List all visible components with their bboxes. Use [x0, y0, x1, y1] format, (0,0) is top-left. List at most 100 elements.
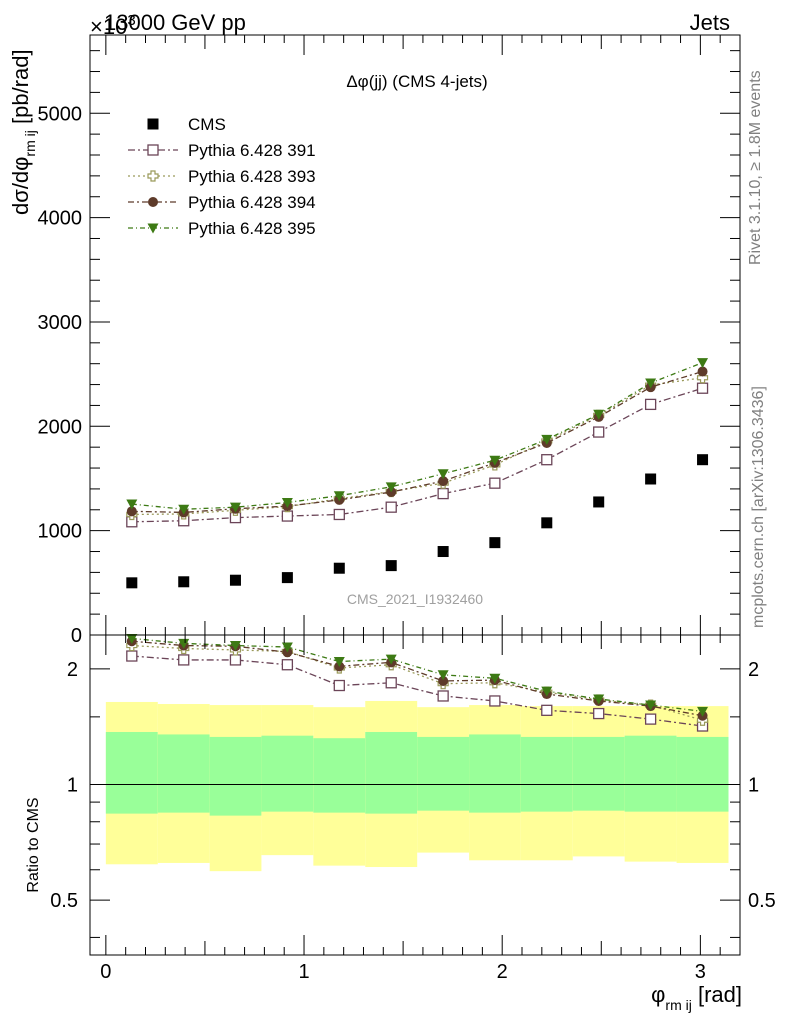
inner-band: [105, 731, 158, 814]
legend-entry: Pythia 6.428 393: [128, 167, 316, 186]
ratio-point: [541, 704, 553, 716]
data-point: [281, 572, 293, 584]
legend-label: Pythia 6.428 394: [188, 193, 316, 212]
ratio-panel: 0.5 0.5 1 1 2 2 0 1 2 3 Ratio to CMS φrm ij [rad]: [25, 633, 776, 1013]
ratio-point: [385, 654, 397, 665]
data-point: [126, 499, 138, 510]
y-tick-label: 2000: [38, 416, 83, 438]
y-tick-label: 1000: [38, 521, 83, 543]
legend-label: Pythia 6.428 391: [188, 141, 316, 160]
data-point: [541, 434, 553, 445]
data-point: [437, 487, 449, 500]
data-point: [489, 455, 501, 466]
data-point: [696, 382, 709, 394]
legend-label: Pythia 6.428 393: [188, 167, 316, 186]
ratio-point: [489, 673, 501, 684]
data-point: [697, 454, 709, 466]
inner-band: [365, 731, 418, 814]
data-point: [697, 358, 709, 369]
data-point: [385, 501, 397, 513]
ratio-point: [593, 707, 605, 720]
legend-marker: [147, 144, 159, 156]
data-point: [126, 577, 138, 589]
legend-label: CMS: [188, 115, 226, 134]
ratio-line: [131, 637, 703, 713]
data-point: [438, 476, 449, 487]
series-0: [126, 454, 709, 589]
ratio-y-tick-label: 0.5: [50, 890, 78, 912]
y-tick-label-zero: 0: [71, 625, 82, 647]
data-point: [126, 506, 137, 517]
data-point: [593, 409, 605, 420]
inner-band: [520, 736, 573, 812]
ratio-point: [385, 677, 397, 689]
ratio-frame: [89, 634, 741, 956]
ratio-series: [126, 633, 709, 732]
ratio-y-tick-label-right: 2: [748, 659, 759, 681]
data-point: [229, 502, 241, 513]
data-point: [644, 398, 657, 411]
inner-band: [469, 734, 521, 813]
series-line: [131, 377, 703, 516]
ratio-y-label: Ratio to CMS: [25, 797, 42, 892]
ratio-point: [437, 690, 449, 702]
ratio-line: [131, 655, 703, 727]
inner-band: [624, 735, 677, 812]
series-line: [131, 370, 703, 514]
data-point: [385, 482, 397, 493]
watermark: CMS_2021_I1932460: [347, 591, 483, 607]
ratio-point: [438, 675, 449, 686]
ratio-point: [489, 695, 501, 707]
y-tick-label: 4000: [38, 208, 83, 230]
ratio-series-0: [126, 650, 709, 732]
data-point: [229, 574, 241, 586]
legend-marker: [147, 170, 159, 182]
data-point: [489, 477, 501, 489]
data-point: [645, 378, 657, 389]
uncertainty-bands: [105, 700, 729, 872]
legend-marker: [147, 223, 159, 234]
inner-band: [157, 734, 210, 813]
inner-band: [572, 736, 625, 811]
legend-entry: Pythia 6.428 394: [128, 193, 316, 212]
ratio-line: [131, 644, 703, 721]
inner-band: [209, 736, 262, 816]
plot-title: Δφ(jj) (CMS 4-jets): [346, 72, 487, 91]
x-tick-label: 2: [497, 961, 508, 983]
ratio-point: [644, 713, 657, 725]
y-tick-label: 5000: [38, 103, 83, 125]
data-point: [281, 497, 293, 508]
data-point: [333, 562, 345, 574]
series-line: [131, 387, 703, 523]
legend-entry: Pythia 6.428 391: [128, 141, 316, 160]
ratio-line: [131, 640, 703, 717]
ratio-point: [126, 650, 138, 662]
ratio-point: [126, 633, 138, 644]
data-point: [437, 469, 449, 480]
y-axis-label: dσ/dφrm ij [pb/rad]: [8, 49, 38, 215]
series-3: [126, 366, 708, 518]
data-point: [333, 491, 345, 502]
data-point: [178, 504, 190, 515]
mcplots-label: mcplots.cern.ch [arXiv:1306.3436]: [750, 386, 767, 628]
data-point: [385, 560, 397, 572]
ratio-point: [281, 642, 293, 653]
legend-label: Pythia 6.428 395: [188, 219, 316, 238]
ratio-point: [697, 706, 709, 717]
ratio-y-tick-label: 1: [67, 775, 78, 797]
series-line: [131, 362, 703, 510]
legend-entry: CMS: [147, 115, 226, 134]
series-1: [126, 382, 709, 528]
data-point: [593, 426, 605, 438]
x-tick-label: 3: [695, 961, 706, 983]
ratio-point: [437, 670, 449, 681]
y-tick-label: 3000: [38, 312, 83, 334]
legend-entry: Pythia 6.428 395: [128, 219, 316, 238]
data-point: [489, 537, 501, 549]
x-axis-label: φrm ij [rad]: [651, 982, 742, 1013]
ratio-point: [178, 638, 190, 649]
rivet-label: Rivet 3.1.10, ≥ 1.8M events: [747, 70, 764, 265]
ratio-point: [178, 654, 190, 666]
ratio-point: [229, 654, 242, 666]
